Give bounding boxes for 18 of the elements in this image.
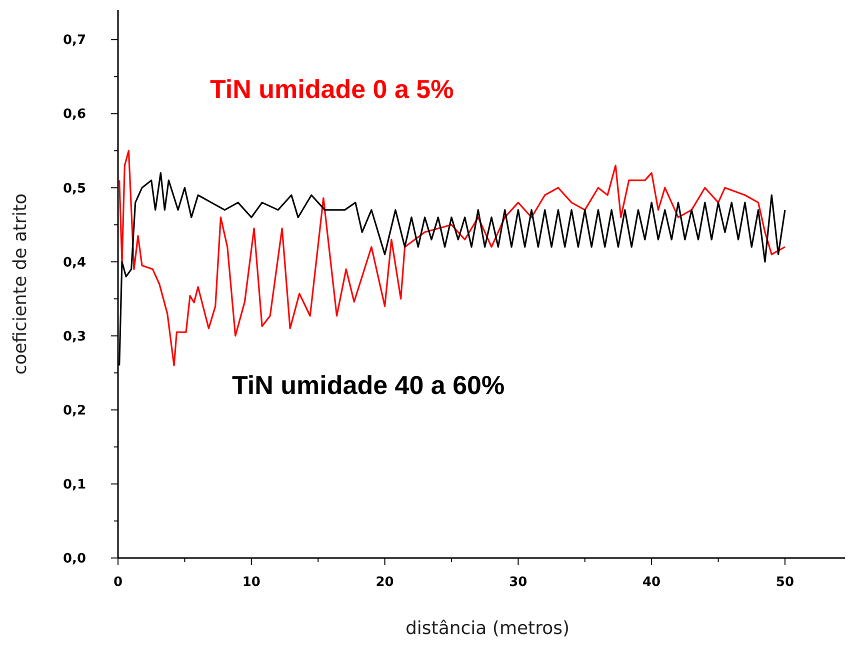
x-tick-label: 50 (776, 575, 794, 590)
y-tick-label: 0,6 (63, 107, 86, 122)
y-tick-label: 0,2 (63, 403, 86, 418)
y-tick-label: 0,7 (63, 33, 86, 48)
y-tick-label: 0,3 (63, 329, 86, 344)
x-tick-label: 20 (376, 575, 394, 590)
text: TiN umidade 40 a 60% (232, 370, 505, 400)
x-tick-label: 30 (509, 575, 528, 590)
y-tick-label: 0,4 (63, 255, 86, 270)
y-tick-label: 0,0 (63, 552, 86, 567)
y-tick-label: 0,1 (63, 477, 86, 492)
x-axis-title: distância (metros) (405, 618, 570, 639)
x-tick-label: 0 (113, 575, 123, 590)
y-axis-title: coeficiente de atrito (10, 193, 31, 375)
x-tick-label: 40 (642, 575, 661, 590)
y-tick-label: 0,5 (63, 181, 86, 196)
text: TiN umidade 0 a 5% (210, 74, 454, 104)
x-tick-label: 10 (242, 575, 260, 590)
